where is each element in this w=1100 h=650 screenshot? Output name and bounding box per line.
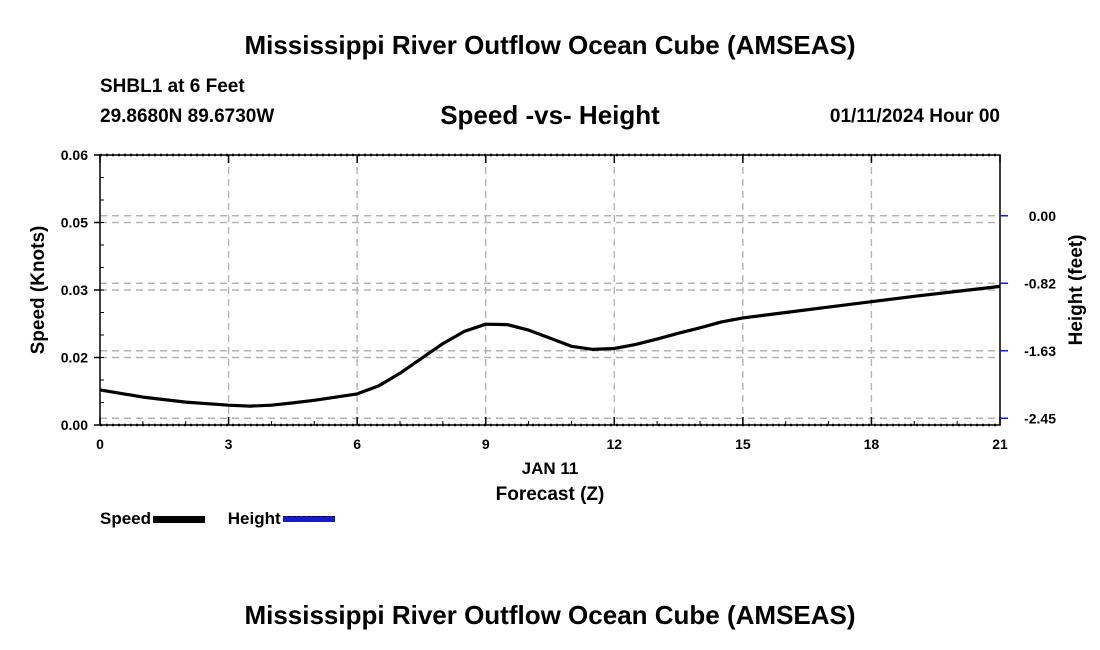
y2-axis-title: Height (feet) <box>1066 235 1087 346</box>
y-tick-label: 0.02 <box>61 350 88 366</box>
x-tick-label: 0 <box>96 436 104 452</box>
coordinates-label: 29.8680N 89.6730W <box>100 106 275 127</box>
x-tick-label: 6 <box>353 436 361 452</box>
x-tick-label: 9 <box>482 436 490 452</box>
x-tick-label: 21 <box>992 436 1008 452</box>
x-axis-title: Forecast (Z) <box>496 484 605 505</box>
axis-ticks: 0 3 6 9 12 15 18 21 0.00 0.02 0.03 0.05 0.06 -2.45 -1.… <box>61 147 1056 452</box>
legend-swatch-speed <box>153 515 206 523</box>
chart-subtitle: Speed -vs- Height <box>440 100 660 130</box>
series-line-speed <box>99 284 1001 408</box>
y2-tick-label: -0.82 <box>1024 275 1056 291</box>
y2-tick-label: -2.45 <box>1024 410 1056 426</box>
legend-label-speed: Speed <box>100 509 152 528</box>
grid <box>100 155 1000 425</box>
legend-swatch-height <box>282 516 335 522</box>
x-tick-label: 18 <box>864 436 880 452</box>
legend-item-speed: Speed <box>100 509 206 529</box>
y-tick-label: 0.05 <box>61 215 88 231</box>
y-tick-label: 0.03 <box>61 282 88 298</box>
x-tick-label: 12 <box>606 436 622 452</box>
forecast-datetime: 01/11/2024 Hour 00 <box>829 106 1000 127</box>
footer-title: Mississippi River Outflow Ocean Cube (AM… <box>244 600 856 630</box>
y-axis-title: Speed (Knots) <box>28 226 49 355</box>
legend-label-height: Height <box>227 509 281 528</box>
chart-title: Mississippi River Outflow Ocean Cube (AM… <box>244 30 856 60</box>
x-axis-date-label: JAN 11 <box>522 459 579 478</box>
legend: Speed Height <box>100 509 353 529</box>
y-tick-label: 0.06 <box>61 147 88 163</box>
x-tick-label: 3 <box>225 436 233 452</box>
y-tick-label: 0.00 <box>61 417 88 433</box>
legend-item-height: Height <box>228 509 335 529</box>
y2-tick-label: -1.63 <box>1024 343 1056 359</box>
station-label: SHBL1 at 6 Feet <box>100 76 245 97</box>
x-tick-label: 15 <box>735 436 751 452</box>
y2-tick-label: 0.00 <box>1029 208 1056 224</box>
